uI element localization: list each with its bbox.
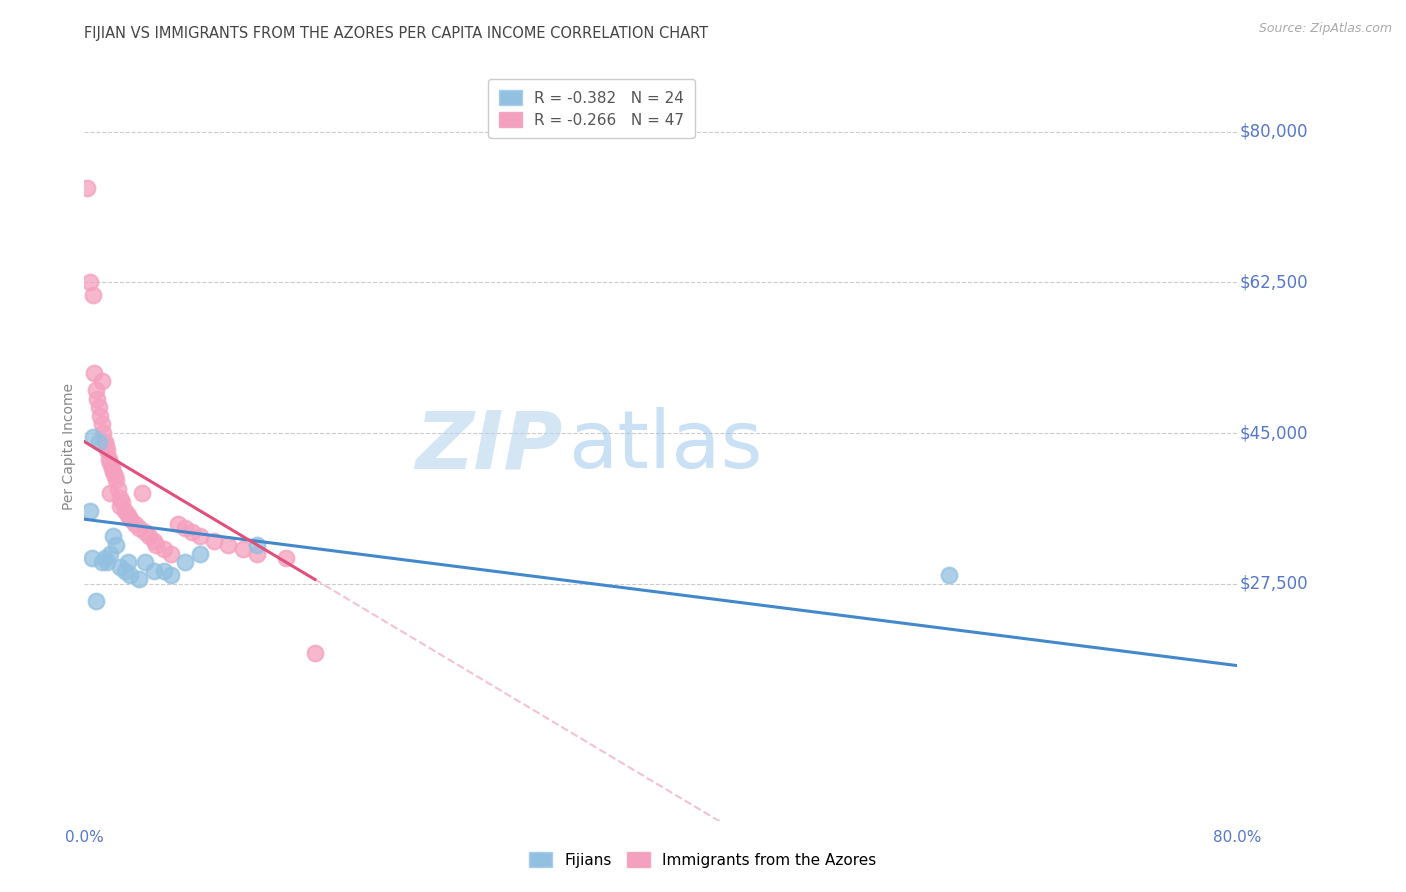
- Point: [160, 568, 183, 582]
- Point: [110, 559, 132, 574]
- Point: [80, 551, 103, 566]
- Point: [90, 375, 112, 389]
- Point: [111, 495, 134, 509]
- Point: [114, 503, 136, 517]
- Point: [304, 646, 326, 660]
- Point: [188, 529, 211, 543]
- Point: [131, 486, 153, 500]
- Point: [145, 538, 167, 552]
- Point: [91, 426, 114, 441]
- Point: [79, 503, 101, 517]
- Point: [104, 469, 127, 483]
- Point: [246, 547, 269, 561]
- Point: [96, 443, 118, 458]
- Point: [86, 392, 108, 406]
- Point: [90, 555, 112, 569]
- Point: [110, 500, 132, 514]
- Point: [160, 547, 183, 561]
- Y-axis label: Per Capita Income: Per Capita Income: [62, 383, 76, 509]
- Point: [94, 439, 117, 453]
- Text: ZIP: ZIP: [415, 407, 562, 485]
- Point: [98, 456, 121, 470]
- Point: [938, 568, 960, 582]
- Point: [103, 529, 124, 543]
- Point: [174, 521, 197, 535]
- Point: [103, 465, 124, 479]
- Point: [134, 525, 156, 540]
- Text: atlas: atlas: [568, 407, 763, 485]
- Point: [181, 525, 204, 540]
- Point: [79, 276, 101, 290]
- Point: [218, 538, 240, 552]
- Point: [114, 564, 136, 578]
- Point: [117, 555, 139, 569]
- Point: [152, 542, 174, 557]
- Text: Source: ZipAtlas.com: Source: ZipAtlas.com: [1258, 22, 1392, 36]
- Point: [134, 555, 156, 569]
- Point: [128, 521, 150, 535]
- Point: [142, 533, 165, 548]
- Legend: Fijians, Immigrants from the Azores: Fijians, Immigrants from the Azores: [522, 844, 884, 875]
- Point: [167, 516, 190, 531]
- Point: [96, 555, 118, 569]
- Point: [89, 409, 111, 423]
- Point: [93, 434, 115, 449]
- Point: [107, 482, 129, 496]
- Point: [84, 383, 107, 397]
- Legend: R = -0.382   N = 24, R = -0.266   N = 47: R = -0.382 N = 24, R = -0.266 N = 47: [488, 79, 695, 138]
- Point: [202, 533, 225, 548]
- Point: [128, 573, 150, 587]
- Point: [100, 460, 122, 475]
- Point: [90, 417, 112, 432]
- Point: [110, 491, 132, 505]
- Text: FIJIAN VS IMMIGRANTS FROM THE AZORES PER CAPITA INCOME CORRELATION CHART: FIJIAN VS IMMIGRANTS FROM THE AZORES PER…: [84, 27, 709, 41]
- Point: [138, 529, 160, 543]
- Point: [246, 538, 269, 552]
- Point: [152, 564, 174, 578]
- Point: [105, 538, 128, 552]
- Point: [174, 555, 197, 569]
- Point: [76, 180, 98, 194]
- Point: [232, 542, 254, 557]
- Point: [120, 568, 142, 582]
- Point: [82, 430, 104, 444]
- Text: $27,500: $27,500: [1240, 574, 1308, 593]
- Point: [117, 508, 139, 522]
- Point: [188, 547, 211, 561]
- Point: [83, 366, 105, 380]
- Point: [93, 551, 115, 566]
- Point: [105, 474, 128, 488]
- Point: [142, 564, 165, 578]
- Point: [82, 288, 104, 302]
- Point: [276, 551, 298, 566]
- Point: [98, 486, 121, 500]
- Text: $80,000: $80,000: [1240, 122, 1308, 141]
- Point: [84, 594, 107, 608]
- Point: [87, 401, 110, 415]
- Point: [120, 512, 142, 526]
- Point: [97, 451, 120, 466]
- Point: [124, 516, 146, 531]
- Point: [98, 547, 121, 561]
- Point: [87, 434, 110, 449]
- Text: $62,500: $62,500: [1240, 273, 1308, 292]
- Text: $45,000: $45,000: [1240, 424, 1308, 442]
